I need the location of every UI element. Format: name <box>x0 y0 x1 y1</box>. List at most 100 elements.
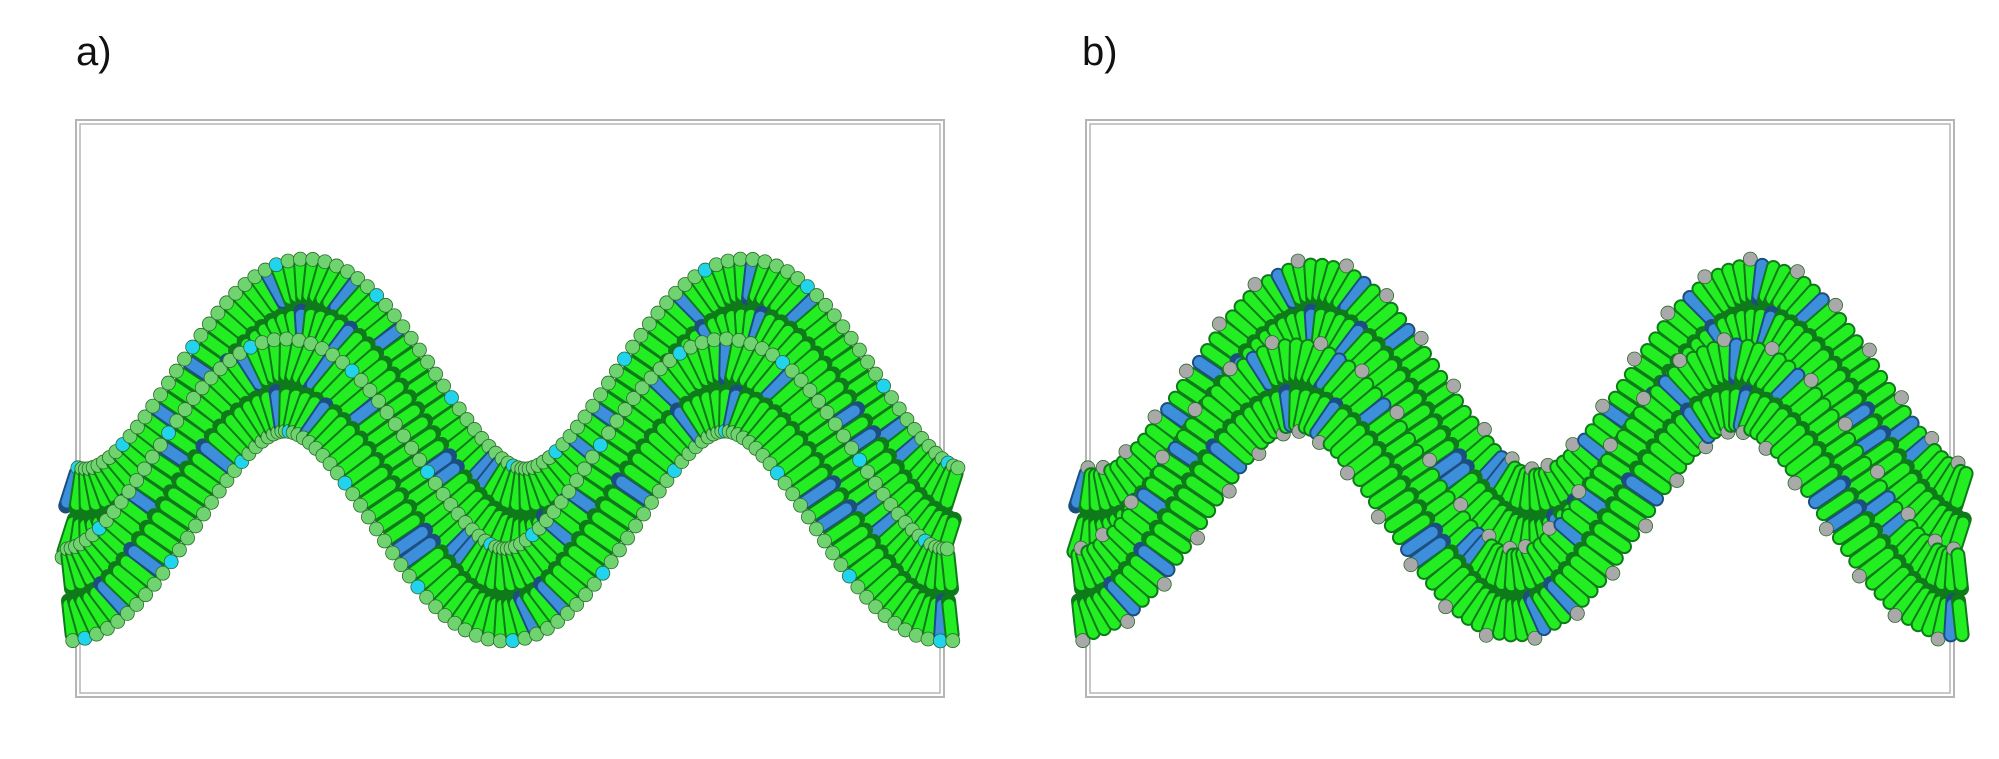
blue-lipid <box>674 291 707 325</box>
lipid-tail <box>1667 311 1702 342</box>
lipid-tail <box>1764 361 1795 396</box>
lipid-head <box>145 398 161 414</box>
lipid-head <box>577 409 593 425</box>
lipid-head <box>177 351 192 367</box>
lipid-tail <box>1756 354 1785 391</box>
lipid-head <box>793 372 809 388</box>
lipid-tail <box>1124 450 1157 484</box>
lipid-head <box>210 305 226 321</box>
lipid-tail <box>1218 322 1254 352</box>
lipid-head <box>950 460 966 476</box>
lipid-head <box>1120 614 1136 629</box>
lipid-head <box>600 375 616 391</box>
lipid-tail <box>336 388 371 419</box>
lipid-tail <box>433 521 467 553</box>
lipid-head <box>809 288 825 303</box>
lipid-tail <box>1122 565 1157 597</box>
lipid-tail <box>321 369 354 403</box>
lipid-tail <box>941 468 962 508</box>
lipid-head <box>100 620 115 636</box>
lipid-head <box>633 327 649 343</box>
lipid-tail <box>1093 592 1120 629</box>
lipid-head <box>254 335 270 351</box>
lipid-head <box>1264 335 1280 351</box>
lipid-head <box>163 554 179 570</box>
lipid-tail <box>1788 341 1821 374</box>
lipid-tail <box>1253 283 1285 318</box>
lipid-tail <box>538 526 571 559</box>
lipid-tail <box>1642 396 1678 427</box>
lipid-head <box>1339 258 1354 274</box>
lipid-tail <box>632 396 668 427</box>
lipid-head <box>817 533 832 549</box>
lipid-head <box>570 419 585 435</box>
blue-lipid <box>616 476 653 505</box>
lipid-head <box>401 568 417 584</box>
lipid-tail <box>1794 399 1830 429</box>
lipid-tail <box>1283 264 1306 304</box>
lipid-tail <box>1309 348 1335 386</box>
lipid-head <box>180 530 195 546</box>
lipid-tail <box>228 359 258 395</box>
lipid-head <box>561 484 577 500</box>
lipid-tail <box>1891 528 1924 561</box>
lipid-tail <box>1328 319 1355 357</box>
lipid-head <box>1154 449 1170 465</box>
lipid-head <box>1156 576 1172 592</box>
lipid-tail <box>776 445 812 475</box>
lipid-tail <box>746 354 775 391</box>
lipid-head <box>1742 251 1758 267</box>
lipid-tail <box>1951 468 1972 508</box>
blue-lipid <box>474 457 504 493</box>
blue-lipid <box>1272 269 1299 307</box>
lipid-head <box>144 449 160 465</box>
lipid-tail <box>1111 461 1140 498</box>
lipid-head <box>603 554 619 570</box>
lipid-head <box>280 253 296 269</box>
lipid-head <box>559 605 575 621</box>
lipid-head <box>368 521 384 537</box>
lipid-tail <box>1211 386 1246 417</box>
lipid-head <box>1389 405 1405 420</box>
lipid-tail <box>1818 324 1854 354</box>
lipid-tail <box>424 512 459 543</box>
lipid-tail <box>1548 526 1581 559</box>
lipid-tail <box>144 524 180 553</box>
lipid-head <box>185 339 201 355</box>
blue-lipid <box>864 512 899 543</box>
lipid-tail <box>665 414 698 448</box>
lipid-head <box>345 486 361 502</box>
lipid-tail <box>739 348 765 386</box>
lipid-head <box>860 464 875 480</box>
blue-lipid <box>1484 457 1514 493</box>
lipid-tail <box>1162 512 1199 541</box>
lipid-head <box>404 440 420 456</box>
blue-lipid <box>1316 354 1345 391</box>
lipid-tail <box>136 535 172 564</box>
lipid-tail <box>1303 343 1325 383</box>
lipid-tail <box>201 386 236 417</box>
lipid-head <box>330 465 345 481</box>
lipid-head <box>1187 402 1203 417</box>
lipid-head <box>1211 316 1227 332</box>
lipid-tail <box>1339 378 1373 411</box>
lipid-tail <box>1178 488 1215 517</box>
lipid-head <box>1851 568 1867 584</box>
lipid-head <box>130 419 145 435</box>
lipid-head <box>1123 494 1139 510</box>
lipid-tail <box>692 276 722 312</box>
lipid-head <box>793 497 808 513</box>
lipid-tail <box>1305 397 1331 435</box>
lipid-head <box>1354 363 1370 379</box>
lipid-tail <box>1444 575 1477 609</box>
lipid-tail <box>1348 341 1381 374</box>
lipid-tail <box>1362 410 1398 440</box>
lipid-tail <box>898 540 928 576</box>
lipid-tail <box>531 533 563 567</box>
lipid-head <box>601 425 616 441</box>
lipid-head <box>203 370 219 386</box>
lipid-tail <box>314 361 345 396</box>
lipid-tail <box>1346 388 1381 419</box>
lipid-tail <box>541 461 570 498</box>
lipid-tail <box>665 301 699 333</box>
